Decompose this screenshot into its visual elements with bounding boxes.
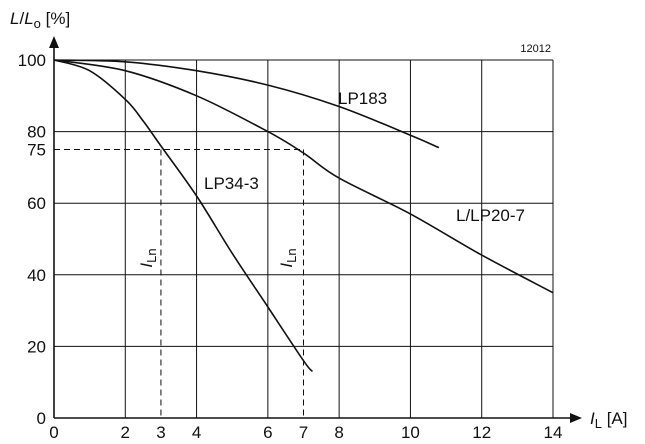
- series-line-1: [53, 59, 554, 294]
- x-tick-label: 3: [156, 423, 165, 442]
- series-label-0: LP34-3: [204, 174, 259, 193]
- x-tick-label: 7: [299, 423, 308, 442]
- y-axis-title: L/Lo [%]: [10, 9, 70, 31]
- reference-lines: [54, 149, 304, 418]
- series-line-0: [53, 59, 314, 373]
- x-tick-label: 2: [121, 423, 130, 442]
- y-tick-label: 0: [37, 409, 46, 428]
- y-tick-label: 20: [27, 337, 46, 356]
- x-axis-arrow: [570, 413, 582, 423]
- x-tick-label: 6: [263, 423, 272, 442]
- x-axis-title: IL [A]: [590, 409, 627, 431]
- x-tick-label: 12: [472, 423, 491, 442]
- x-tick-label: 0: [49, 423, 58, 442]
- x-tick-label: 8: [334, 423, 343, 442]
- series-group: [53, 59, 554, 373]
- y-tick-label: 80: [27, 123, 46, 142]
- y-tick-label: 75: [27, 141, 46, 160]
- y-tick-label: 40: [27, 266, 46, 285]
- series-label-2: LP183: [338, 89, 387, 108]
- y-axis-arrow: [49, 36, 59, 48]
- labels: L/Lo [%] IL [A] 12012 LP34-3 L/LP20-7 LP183 IL…: [10, 9, 627, 431]
- series-line-2: [53, 59, 440, 149]
- x-tick-label: 14: [544, 423, 563, 442]
- axes: [49, 36, 582, 423]
- figure-id: 12012: [520, 43, 551, 55]
- x-tick-label: 10: [401, 423, 420, 442]
- annotation-iln-0: ILn: [137, 248, 159, 267]
- annotation-iln-1: ILn: [277, 248, 299, 267]
- series-label-1: L/LP20-7: [456, 206, 525, 225]
- x-tick-label: 4: [192, 423, 201, 442]
- y-tick-label: 100: [18, 51, 46, 70]
- y-tick-label: 60: [27, 194, 46, 213]
